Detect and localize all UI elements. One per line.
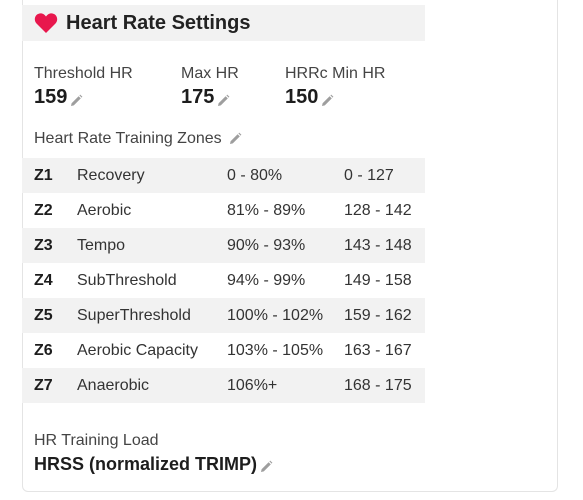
max-hr-field[interactable]: 175 <box>181 86 230 109</box>
threshold-hr-label: Threshold HR <box>34 65 133 82</box>
zone-name: Tempo <box>77 236 126 254</box>
zone-id: Z1 <box>34 166 53 184</box>
zones-title-label: Heart Rate Training Zones <box>34 130 222 147</box>
zone-name: Recovery <box>77 166 145 184</box>
training-load-field[interactable]: HRSS (normalized TRIMP) <box>34 454 273 475</box>
heart-icon <box>34 12 58 34</box>
zones-table: Z1 Recovery 0 - 80% 0 - 127 Z2 Aerobic 8… <box>22 158 425 403</box>
zone-id: Z7 <box>34 376 53 394</box>
training-load-label: HR Training Load <box>34 432 159 449</box>
zone-percent: 106%+ <box>227 376 278 394</box>
zone-name: SubThreshold <box>77 271 177 289</box>
zone-id: Z5 <box>34 306 53 324</box>
hrrc-min-hr-field[interactable]: 150 <box>285 86 334 109</box>
zone-percent: 0 - 80% <box>227 166 283 184</box>
zone-bpm: 143 - 148 <box>344 236 412 254</box>
max-hr-value: 175 <box>181 86 215 108</box>
zone-row-z2: Z2 Aerobic 81% - 89% 128 - 142 <box>22 193 425 228</box>
hrrc-min-hr-value: 150 <box>285 86 319 108</box>
zone-row-z7: Z7 Anaerobic 106%+ 168 - 175 <box>22 368 425 403</box>
pencil-icon[interactable] <box>320 91 334 106</box>
zone-bpm: 159 - 162 <box>344 306 412 324</box>
pencil-icon[interactable] <box>216 91 230 106</box>
zones-title[interactable]: Heart Rate Training Zones <box>34 130 242 148</box>
zone-row-z4: Z4 SubThreshold 94% - 99% 149 - 158 <box>22 263 425 298</box>
zone-bpm: 149 - 158 <box>344 271 412 289</box>
zone-row-z3: Z3 Tempo 90% - 93% 143 - 148 <box>22 228 425 263</box>
zone-id: Z2 <box>34 201 53 219</box>
zone-row-z1: Z1 Recovery 0 - 80% 0 - 127 <box>22 158 425 193</box>
zone-row-z5: Z5 SuperThreshold 100% - 102% 159 - 162 <box>22 298 425 333</box>
hrrc-min-hr-label: HRRc Min HR <box>285 65 386 82</box>
zone-name: Aerobic Capacity <box>77 341 198 359</box>
zone-id: Z3 <box>34 236 53 254</box>
zone-name: Anaerobic <box>77 376 150 394</box>
zone-bpm: 0 - 127 <box>344 166 394 184</box>
zone-percent: 90% - 93% <box>227 236 306 254</box>
zone-name: Aerobic <box>77 201 132 219</box>
zone-bpm: 128 - 142 <box>344 201 412 219</box>
zone-bpm: 163 - 167 <box>344 341 412 359</box>
zone-percent: 103% - 105% <box>227 341 324 359</box>
pencil-icon[interactable] <box>69 91 83 106</box>
zone-id: Z4 <box>34 271 53 289</box>
zone-percent: 100% - 102% <box>227 306 324 324</box>
max-hr-label: Max HR <box>181 65 239 82</box>
zone-name: SuperThreshold <box>77 306 191 324</box>
zone-id: Z6 <box>34 341 53 359</box>
pencil-icon[interactable] <box>259 458 273 472</box>
threshold-hr-field[interactable]: 159 <box>34 86 83 109</box>
page-title: Heart Rate Settings <box>66 11 251 34</box>
header-bar: Heart Rate Settings <box>22 5 425 41</box>
zone-bpm: 168 - 175 <box>344 376 412 394</box>
zone-row-z6: Z6 Aerobic Capacity 103% - 105% 163 - 16… <box>22 333 425 368</box>
zone-percent: 94% - 99% <box>227 271 306 289</box>
zone-percent: 81% - 89% <box>227 201 306 219</box>
pencil-icon[interactable] <box>228 132 242 146</box>
training-load-value: HRSS (normalized TRIMP) <box>34 454 258 474</box>
threshold-hr-value: 159 <box>34 86 68 108</box>
